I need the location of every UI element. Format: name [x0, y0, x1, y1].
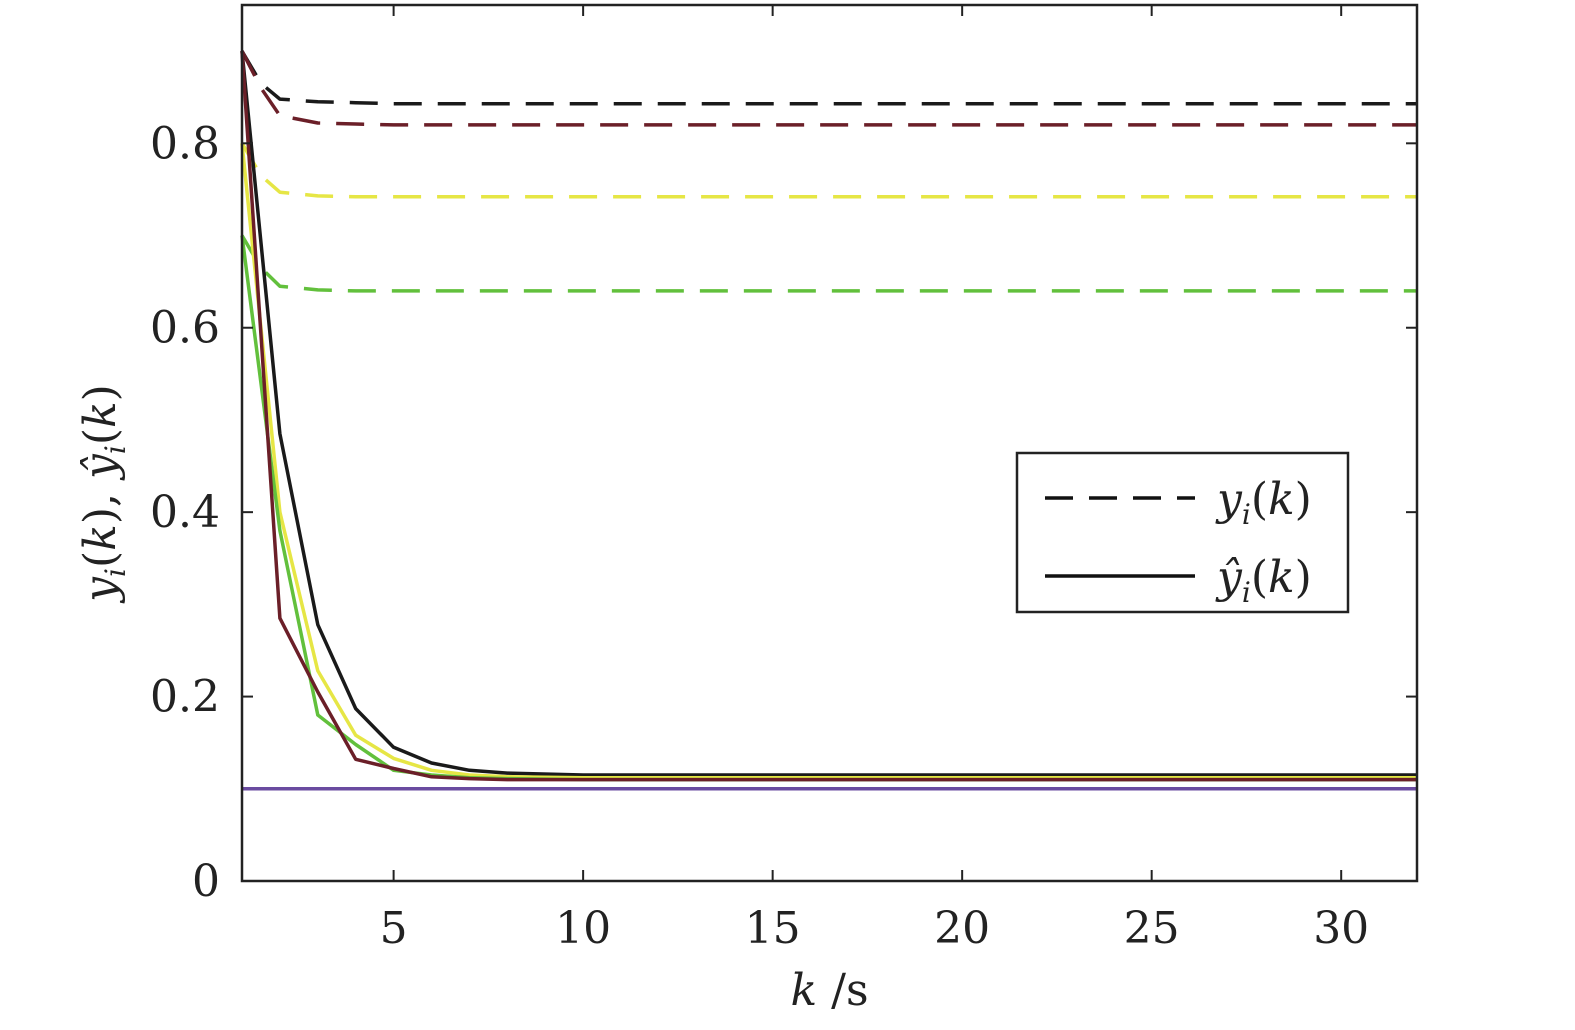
series-line-1-dashed: [240, 50, 1417, 106]
x-tick-label: 30: [1313, 903, 1369, 954]
y-axis-label: yi(k), ŷi(k): [75, 384, 132, 604]
y-tick-label: 0.2: [150, 672, 220, 723]
y-tick-label: 0.4: [150, 487, 220, 538]
x-tick-label: 25: [1124, 903, 1180, 954]
y-tick-label: 0.8: [150, 118, 220, 169]
x-tick-label: 20: [934, 903, 990, 954]
legend-label-dashed: yi(k): [1215, 474, 1312, 531]
series-line-2-dashed: [240, 50, 1417, 127]
x-tick-label: 5: [380, 903, 408, 954]
axes-layer: 5 10 15 20 25 30 0 0.2 0.4 0.6 0.8 k /s yi(k), ŷi(k): [75, 3, 1419, 1016]
x-axis-label: k /s: [790, 965, 868, 1016]
y-tick-label: 0.6: [150, 303, 220, 354]
x-tick-label: 10: [555, 903, 611, 954]
x-tick-label: 15: [745, 903, 801, 954]
series-line-3-dashed: [240, 142, 1417, 199]
legend-box: [1015, 451, 1350, 614]
series-layer: [240, 50, 1417, 791]
series-line-4-dashed: [240, 234, 1417, 293]
series-line-6-solid: [240, 143, 1417, 780]
series-line-5-solid: [240, 50, 1417, 777]
plot-frame: [240, 3, 1419, 883]
legend-label-solid: ŷi(k): [1215, 552, 1312, 609]
legend: yi(k) ŷi(k): [1015, 451, 1350, 614]
series-line-8-solid: [240, 50, 1417, 782]
y-tick-label: 0: [192, 856, 220, 907]
